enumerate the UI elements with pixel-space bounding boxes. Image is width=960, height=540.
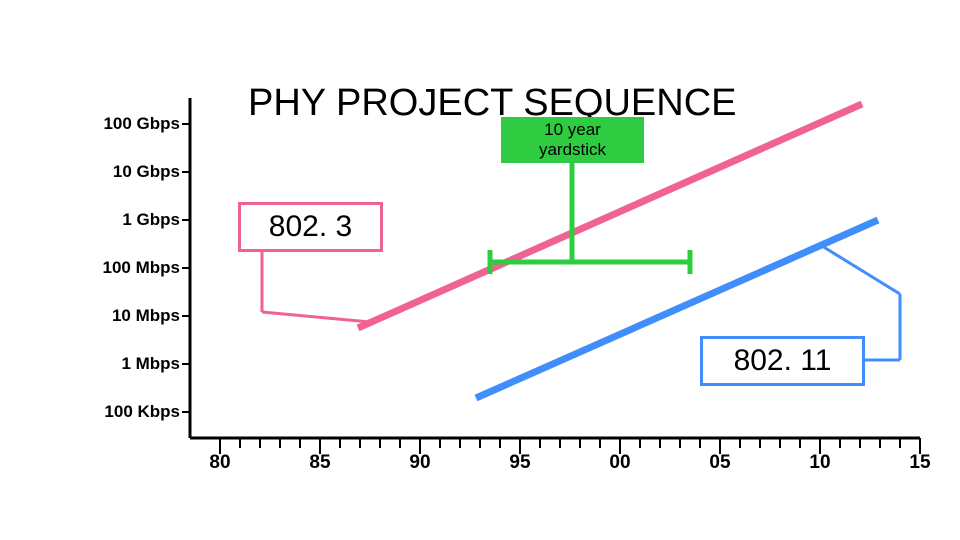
- x-tick-minor: [339, 438, 341, 448]
- x-tick-minor: [599, 438, 601, 448]
- x-axis-label: 80: [209, 452, 230, 474]
- x-tick-minor: [499, 438, 501, 448]
- y-tick: [182, 411, 190, 413]
- x-axis-label: 05: [709, 452, 730, 474]
- y-tick: [182, 315, 190, 317]
- x-tick-minor: [239, 438, 241, 448]
- x-tick-minor: [559, 438, 561, 448]
- y-axis-label: 10 Mbps: [0, 306, 180, 326]
- x-tick-minor: [479, 438, 481, 448]
- x-tick-minor: [859, 438, 861, 448]
- x-tick-minor: [379, 438, 381, 448]
- x-tick-minor: [699, 438, 701, 448]
- label-802-11: 802. 11: [700, 336, 865, 386]
- x-tick-minor: [739, 438, 741, 448]
- x-tick-minor: [639, 438, 641, 448]
- x-tick-minor: [839, 438, 841, 448]
- x-tick-minor: [299, 438, 301, 448]
- y-tick: [182, 219, 190, 221]
- x-tick-minor: [459, 438, 461, 448]
- x-tick-minor: [879, 438, 881, 448]
- label-802-3: 802. 3: [238, 202, 383, 252]
- x-axis-label: 15: [909, 452, 930, 474]
- x-axis-label: 10: [809, 452, 830, 474]
- y-tick: [182, 363, 190, 365]
- x-tick-minor: [679, 438, 681, 448]
- x-tick-minor: [279, 438, 281, 448]
- x-tick-minor: [799, 438, 801, 448]
- y-axis-label: 100 Mbps: [0, 258, 180, 278]
- x-axis-label: 95: [509, 452, 530, 474]
- y-axis-label: 100 Gbps: [0, 114, 180, 134]
- x-tick-minor: [579, 438, 581, 448]
- x-axis-label: 00: [609, 452, 630, 474]
- x-tick-minor: [779, 438, 781, 448]
- y-axis-label: 1 Gbps: [0, 210, 180, 230]
- y-tick: [182, 123, 190, 125]
- x-tick-minor: [539, 438, 541, 448]
- chart-stage: { "title": { "text": "PHY PROJECT SEQUEN…: [0, 0, 960, 540]
- y-tick: [182, 171, 190, 173]
- x-tick-minor: [659, 438, 661, 448]
- x-tick-minor: [399, 438, 401, 448]
- x-tick-minor: [439, 438, 441, 448]
- y-axis-label: 1 Mbps: [0, 354, 180, 374]
- x-axis-label: 90: [409, 452, 430, 474]
- y-axis-label: 10 Gbps: [0, 162, 180, 182]
- chart-title: PHY PROJECT SEQUENCE: [248, 82, 737, 125]
- x-tick-minor: [259, 438, 261, 448]
- x-tick-minor: [759, 438, 761, 448]
- x-tick-minor: [359, 438, 361, 448]
- x-axis-label: 85: [309, 452, 330, 474]
- y-axis-label: 100 Kbps: [0, 402, 180, 422]
- yardstick-label: 10 year yardstick: [501, 117, 644, 163]
- y-tick: [182, 267, 190, 269]
- x-tick-minor: [899, 438, 901, 448]
